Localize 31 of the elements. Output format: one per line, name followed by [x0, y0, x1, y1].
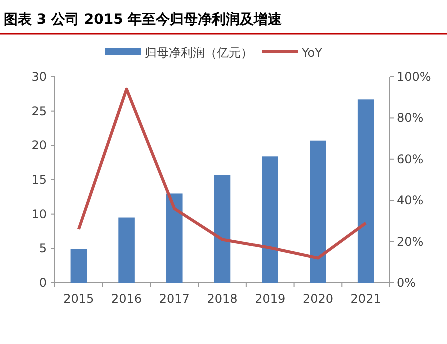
y2-tick-label: 40%	[397, 194, 424, 208]
bar	[166, 194, 183, 283]
bar	[70, 249, 88, 283]
y-tick-label: 20	[32, 138, 47, 153]
y-tick-label: 25	[32, 104, 47, 118]
y-tick-label: 30	[32, 70, 47, 84]
y-tick-label: 5	[39, 242, 47, 256]
x-tick-label: 2016	[112, 292, 142, 306]
bar	[214, 175, 231, 283]
bar	[118, 218, 135, 283]
x-tick-label: 2015	[64, 292, 94, 306]
x-tick-label: 2021	[350, 292, 382, 306]
x-tick-label: 2019	[255, 292, 286, 306]
x-tick-label: 2018	[207, 292, 238, 306]
y-tick-label: 15	[32, 173, 47, 187]
chart-title: 图表 3 公司 2015 年至今归母净利润及增速	[4, 11, 284, 28]
y2-tick-label: 0%	[397, 276, 416, 290]
bar	[310, 140, 326, 283]
y-tick-label: 0	[39, 276, 47, 290]
y2-tick-label: 20%	[397, 234, 424, 249]
bar	[262, 156, 278, 283]
x-tick-label: 2020	[302, 292, 334, 306]
bar	[358, 100, 374, 283]
legend-label: YoY	[301, 46, 324, 60]
y-tick-label: 10	[32, 207, 47, 222]
y2-tick-label: 60%	[397, 152, 424, 166]
x-tick-label: 2017	[159, 292, 190, 306]
y2-tick-label: 100%	[397, 70, 432, 84]
legend-label: 归母净利润（亿元）	[145, 46, 253, 60]
y2-tick-label: 80%	[397, 111, 424, 126]
line-series	[77, 88, 368, 260]
